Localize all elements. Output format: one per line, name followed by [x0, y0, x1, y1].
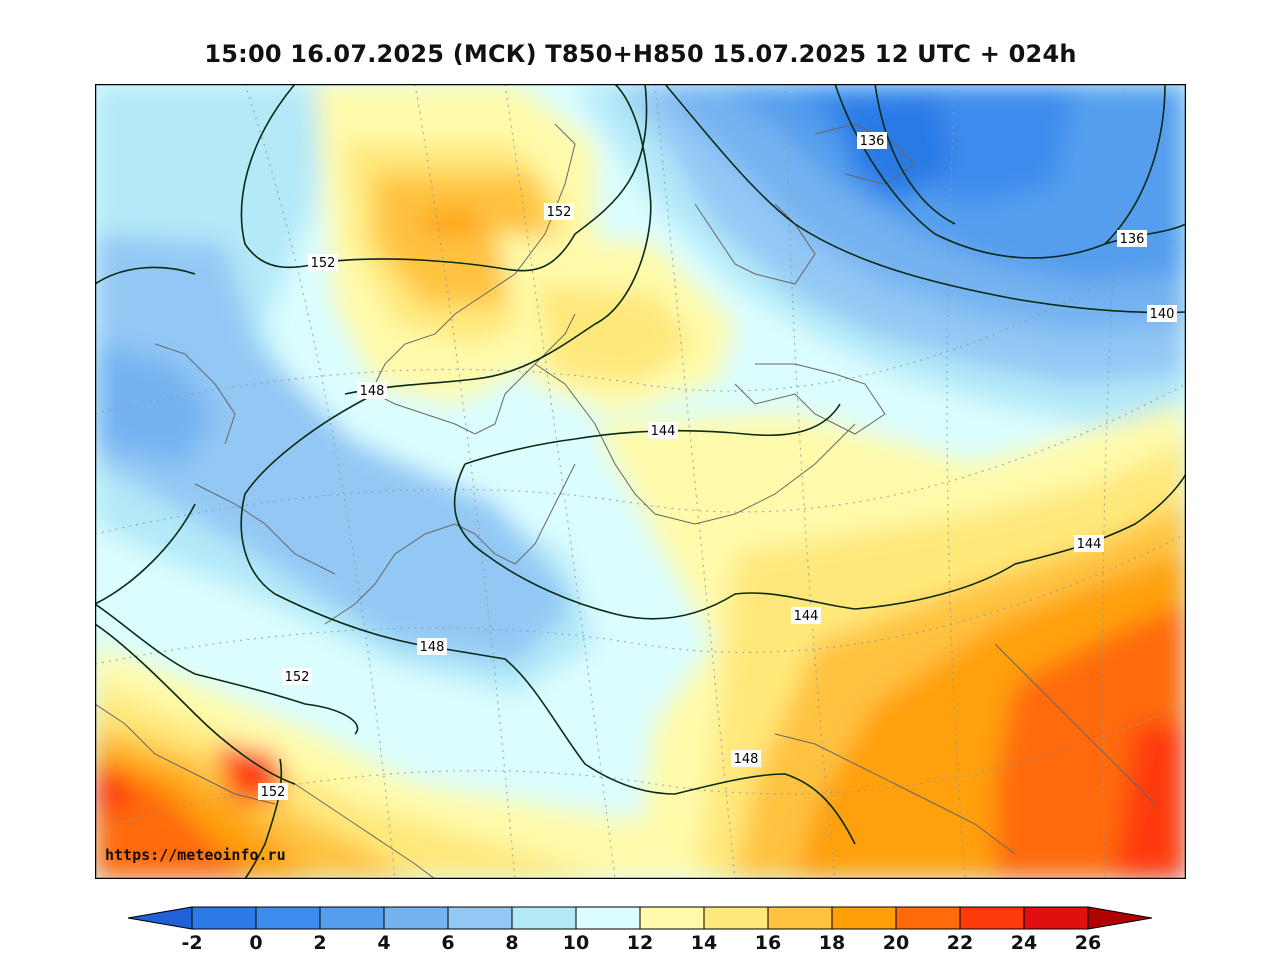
map-frame	[95, 84, 1186, 879]
svg-text:144: 144	[794, 609, 819, 624]
contour-label: 144	[1074, 535, 1104, 552]
contour-label: 140	[1147, 305, 1177, 322]
colorbar-extend-high	[1087, 906, 1153, 930]
colorbar-tick-label: 24	[1011, 932, 1037, 954]
contour-label: 152	[544, 203, 574, 220]
coastlines	[95, 123, 1156, 879]
contour-148-main	[240, 393, 856, 845]
colorbar-bin	[1023, 906, 1089, 930]
svg-text:152: 152	[547, 205, 572, 220]
contour-label: 152	[258, 783, 288, 800]
colorbar-tick-label: 12	[627, 932, 653, 954]
svg-text:148: 148	[360, 384, 385, 399]
colorbar-tick-label: 26	[1075, 932, 1101, 954]
contour-148-scand	[95, 84, 652, 395]
colorbar-ticks: -2 0 2 4 6 8 10 12 14 16 18 20 22 24 26	[181, 932, 1101, 954]
weather-map: 136 136 140 152 152 148 144 144 144 148 …	[95, 84, 1186, 879]
svg-text:152: 152	[285, 670, 310, 685]
colorbar-bin	[895, 906, 961, 930]
svg-text:148: 148	[420, 640, 445, 655]
colorbar-tick-label: -2	[181, 932, 202, 954]
colorbar-bin	[575, 906, 641, 930]
svg-text:140: 140	[1150, 307, 1175, 322]
colorbar-bin	[511, 906, 577, 930]
contour-label: 148	[357, 382, 387, 399]
contour-152-sw	[95, 623, 296, 879]
colorbar-tick-label: 20	[883, 932, 909, 954]
colorbar-tick-label: 18	[819, 932, 845, 954]
contour-140	[664, 84, 1186, 314]
contour-label: 136	[857, 132, 887, 149]
colorbar-bin	[831, 906, 897, 930]
colorbar-bin	[191, 906, 257, 930]
colorbar-bin	[703, 906, 769, 930]
geopotential-contours	[95, 84, 1186, 879]
colorbar-tick-label: 16	[755, 932, 781, 954]
contour-136-north	[834, 84, 1166, 259]
colorbar-tick-label: 14	[691, 932, 717, 954]
contour-152-south	[95, 603, 359, 735]
colorbar-bin	[767, 906, 833, 930]
colorbar-tick-label: 6	[441, 932, 454, 954]
colorbar-bin	[319, 906, 385, 930]
contour-label: 148	[417, 638, 447, 655]
contour-label: 144	[791, 607, 821, 624]
contour-label: 136	[1117, 230, 1147, 247]
colorbar-bin	[447, 906, 513, 930]
page-title: 15:00 16.07.2025 (МСК) T850+H850 15.07.2…	[204, 40, 1077, 68]
colorbar-bin	[639, 906, 705, 930]
svg-text:152: 152	[311, 256, 336, 271]
colorbar-extend-low	[127, 906, 193, 930]
temperature-shading	[95, 84, 1186, 879]
contour-152-left	[95, 503, 196, 605]
svg-text:152: 152	[261, 785, 286, 800]
contour-136-east	[874, 84, 1186, 245]
colorbar-tick-label: 8	[505, 932, 518, 954]
contour-labels: 136 136 140 152 152 148 144 144 144 148 …	[258, 132, 1177, 800]
svg-text:136: 136	[1120, 232, 1145, 247]
graticule	[95, 84, 1186, 879]
contour-label: 144	[648, 422, 678, 439]
svg-text:136: 136	[860, 134, 885, 149]
svg-text:144: 144	[651, 424, 676, 439]
svg-text:144: 144	[1077, 537, 1102, 552]
colorbar-bin	[383, 906, 449, 930]
colorbar-tick-label: 2	[313, 932, 326, 954]
svg-text:148: 148	[734, 752, 759, 767]
contour-label: 148	[731, 750, 761, 767]
colorbar-bins	[127, 906, 1153, 930]
watermark: https://meteoinfo.ru	[105, 846, 286, 864]
contour-label: 152	[282, 668, 312, 685]
colorbar-tick-label: 10	[563, 932, 589, 954]
temperature-colorbar: -2 0 2 4 6 8 10 12 14 16 18 20 22 24 26	[127, 906, 1153, 954]
contour-152-scand	[240, 84, 648, 272]
colorbar-bin	[959, 906, 1025, 930]
colorbar-tick-label: 4	[377, 932, 390, 954]
contour-label: 152	[308, 254, 338, 271]
colorbar-bin	[255, 906, 321, 930]
colorbar-tick-label: 0	[249, 932, 262, 954]
colorbar-tick-label: 22	[947, 932, 973, 954]
